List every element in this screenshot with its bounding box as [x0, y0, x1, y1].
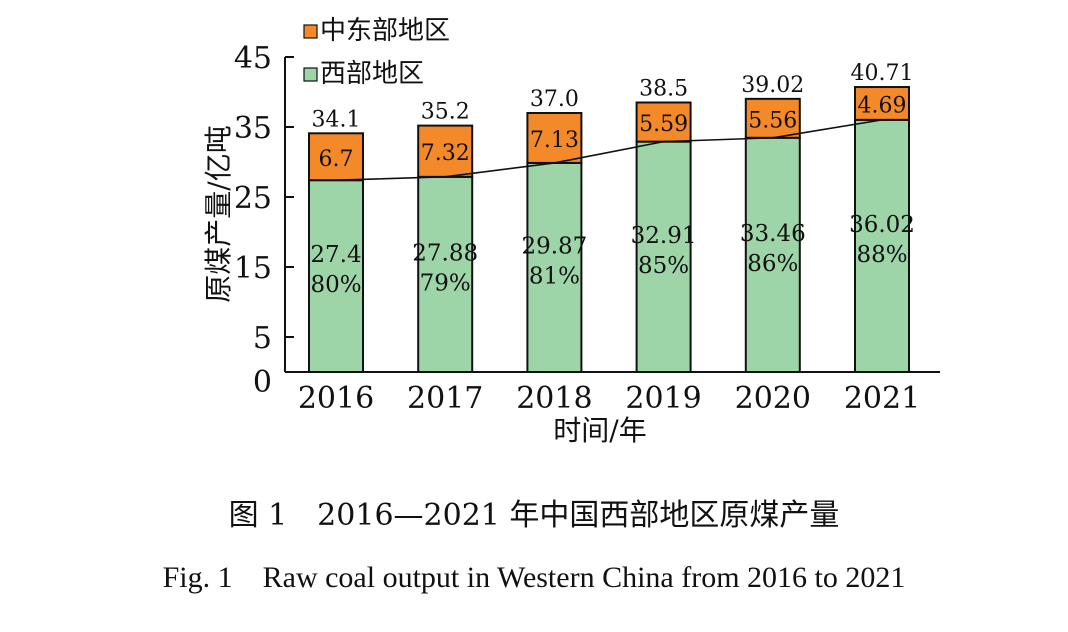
east-value-label: 7.32	[421, 141, 470, 166]
y-tick-label: 0	[253, 365, 272, 400]
legend-label: 西部地区	[320, 59, 424, 89]
bar-east	[635, 101, 692, 143]
west-share-label: 80%	[310, 272, 361, 298]
west-share-label: 81%	[529, 263, 580, 289]
bar-west	[635, 140, 692, 373]
x-tick-label: 2020	[735, 381, 811, 416]
legend-swatch	[303, 67, 318, 82]
x-tick-label: 2018	[516, 381, 592, 416]
figure-caption-chinese: 图 1 2016—2021 年中国西部地区原煤产量	[228, 498, 840, 533]
bar-west	[417, 175, 474, 373]
total-value-label: 35.2	[421, 100, 470, 125]
west-share-label: 79%	[420, 270, 471, 296]
east-value-label: 5.59	[639, 112, 688, 137]
east-value-label: 5.56	[748, 108, 797, 133]
east-value-label: 4.69	[858, 93, 907, 118]
west-share-label: 88%	[856, 242, 907, 268]
west-share-label: 86%	[747, 251, 798, 277]
bar-west	[308, 179, 364, 373]
bar-west	[854, 118, 910, 373]
legend-swatch	[303, 24, 318, 39]
y-tick-label: 15	[234, 251, 272, 286]
bar-west	[526, 161, 583, 373]
y-tick-label: 25	[234, 181, 272, 216]
stacked-bar-chart: 0 5 15 25 35 45 原煤产量/亿吨 27.4 80% 6.7 34.1 2016 27.88…	[202, 16, 940, 447]
west-share-label: 85%	[638, 253, 689, 279]
y-tick-label: 45	[234, 41, 272, 76]
y-tick-label: 5	[253, 321, 272, 356]
x-axis-title: 时间/年	[553, 414, 646, 447]
total-value-label: 34.1	[312, 107, 361, 132]
y-tick-label: 35	[234, 111, 272, 146]
total-value-label: 40.71	[851, 61, 914, 86]
west-value-label: 33.46	[740, 221, 806, 247]
x-tick-label: 2016	[298, 381, 374, 416]
east-value-label: 7.13	[530, 128, 579, 153]
east-value-label: 6.7	[319, 147, 354, 172]
figure-caption-english: Fig. 1 Raw coal output in Western China …	[162, 561, 906, 594]
bar-east	[308, 132, 364, 182]
bar-east	[854, 86, 910, 121]
x-tick-label: 2017	[407, 381, 483, 416]
total-value-label: 39.02	[741, 73, 804, 98]
total-value-label: 38.5	[639, 77, 688, 102]
west-value-label: 27.4	[310, 242, 361, 268]
bar-west	[744, 136, 801, 373]
west-value-label: 29.87	[521, 233, 587, 259]
west-value-label: 32.91	[631, 223, 697, 249]
west-value-label: 36.02	[849, 212, 915, 238]
total-value-label: 37.0	[530, 87, 579, 112]
bar-east	[526, 112, 583, 164]
x-tick-label: 2019	[625, 381, 701, 416]
y-axis-title: 原煤产量/亿吨	[202, 125, 235, 302]
x-tick-label: 2021	[844, 381, 920, 416]
bar-east	[744, 97, 801, 139]
legend-label: 中东部地区	[320, 16, 450, 46]
west-value-label: 27.88	[412, 240, 478, 266]
trend-line	[335, 119, 883, 181]
